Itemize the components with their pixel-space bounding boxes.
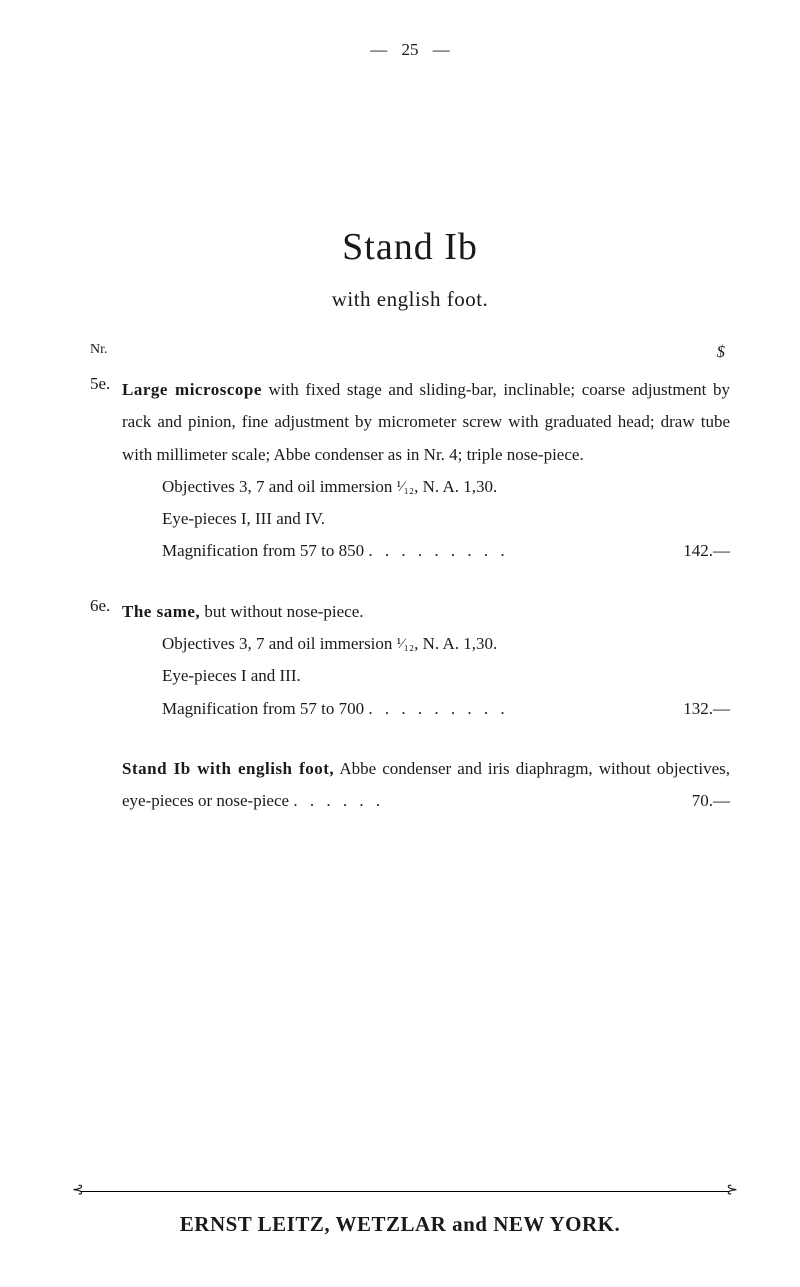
footer-rule <box>80 1191 730 1192</box>
entry-label: The same, <box>122 602 200 621</box>
column-headers: Nr. $ <box>90 342 730 362</box>
entry-description: but without nose-piece. <box>200 602 363 621</box>
price: 142.— <box>683 535 730 567</box>
page-number-header: — 25 — <box>90 40 730 60</box>
footer-ornament-right: ⊱ <box>726 1182 738 1199</box>
objectives-line: Objectives 3, 7 and oil immersion ¹⁄₁₂, … <box>122 628 730 660</box>
eyepieces-line: Eye-pieces I, III and IV. <box>122 503 730 535</box>
magnification-text: Magnification from 57 to 700 <box>162 699 368 718</box>
leader-dots: . . . . . . <box>293 791 384 810</box>
entry-label: Large microscope <box>122 380 262 399</box>
entry-5e: 5e. Large microscope with fixed stage an… <box>90 374 730 568</box>
dash-right: — <box>433 40 450 59</box>
magnification-line: Magnification from 57 to 850 . . . . . .… <box>122 535 730 567</box>
main-title: Stand Ib <box>90 225 730 269</box>
objectives-suffix: , N. A. 1,30. <box>414 634 497 653</box>
nr-label: Nr. <box>90 342 108 362</box>
fraction: ¹⁄₁₂ <box>397 636 414 652</box>
leader-dots: . . . . . . . . . <box>368 699 508 718</box>
magnification-text: Magnification from 57 to 850 <box>162 541 368 560</box>
fraction: ¹⁄₁₂ <box>397 479 414 495</box>
price: 132.— <box>683 693 730 725</box>
objectives-suffix: , N. A. 1,30. <box>414 477 497 496</box>
entry-body: Stand Ib with english foot, Abbe condens… <box>90 753 730 818</box>
entry-stand: Stand Ib with english foot, Abbe condens… <box>90 753 730 818</box>
entry-label: Stand Ib with english foot, <box>122 759 334 778</box>
magnification-line: Magnification from 57 to 700 . . . . . .… <box>122 693 730 725</box>
price: 70.— <box>692 785 730 817</box>
subtitle: with english foot. <box>90 287 730 312</box>
objectives-line: Objectives 3, 7 and oil immersion ¹⁄₁₂, … <box>122 471 730 503</box>
currency-label: $ <box>717 342 726 362</box>
leader-dots: . . . . . . . . . <box>368 541 508 560</box>
entry-body: Large microscope with fixed stage and sl… <box>122 374 730 568</box>
eyepieces-line: Eye-pieces I and III. <box>122 660 730 692</box>
footer-text: ERNST LEITZ, WETZLAR and NEW YORK. <box>0 1212 800 1237</box>
objectives-text: Objectives 3, 7 and oil immersion <box>162 477 397 496</box>
entry-body: The same, but without nose-piece. Object… <box>122 596 730 725</box>
entry-number: 6e. <box>90 596 122 616</box>
entry-number: 5e. <box>90 374 122 394</box>
dash-left: — <box>370 40 387 59</box>
objectives-text: Objectives 3, 7 and oil immersion <box>162 634 397 653</box>
page-number: 25 <box>402 40 419 59</box>
entry-6e: 6e. The same, but without nose-piece. Ob… <box>90 596 730 725</box>
